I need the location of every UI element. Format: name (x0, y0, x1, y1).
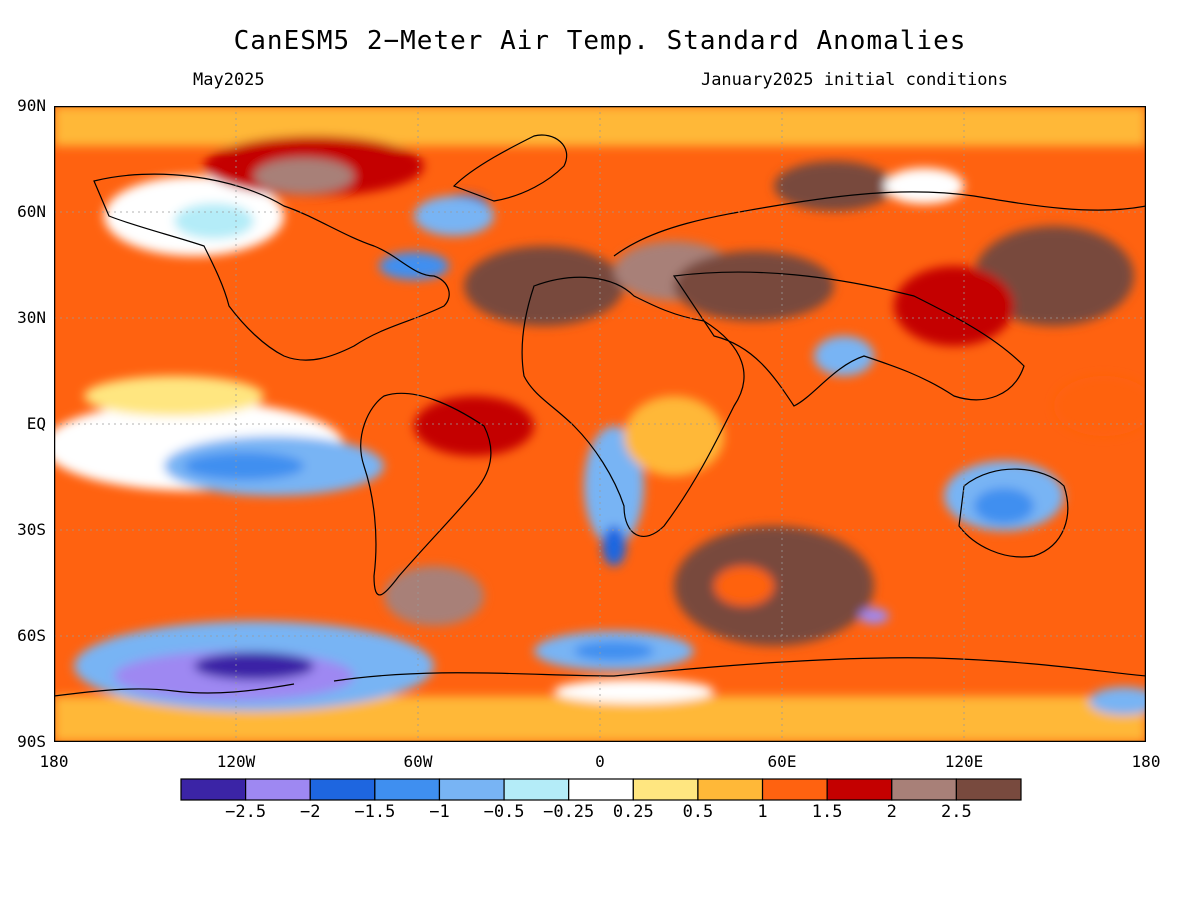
lat-label-90n: 90N (17, 96, 46, 115)
colorbar-swatch (826, 778, 893, 801)
colorbar-tick-label: 1 (757, 802, 768, 822)
colorbar-swatch (632, 778, 699, 801)
colorbar-tick-label: 0.25 (612, 802, 654, 822)
lon-label-60e: 60E (767, 752, 797, 771)
lon-label-180e: 180 (1131, 752, 1161, 771)
lat-label-90s: 90S (17, 732, 46, 751)
lat-label-60n: 60N (17, 202, 46, 221)
colorbar-swatch (955, 778, 1022, 801)
colorbar-tick-label: −2 (299, 802, 321, 822)
colorbar-swatch (180, 778, 247, 801)
lon-label-120e: 120E (944, 752, 984, 771)
anomaly-map (54, 106, 1146, 742)
colorbar-tick-label: 1.5 (811, 802, 843, 822)
colorbar-swatch (309, 778, 376, 801)
colorbar-swatch (761, 778, 828, 801)
colorbar-tick-label: −2.5 (225, 802, 267, 822)
lon-label-0: 0 (595, 752, 605, 771)
colorbar-swatch (503, 778, 570, 801)
lat-label-60s: 60S (17, 626, 46, 645)
colorbar (180, 778, 1022, 801)
colorbar-tick-label: 2.5 (941, 802, 972, 822)
valid-month-label: May2025 (193, 70, 265, 90)
graticule (54, 106, 1146, 742)
lon-label-60w: 60W (403, 752, 433, 771)
colorbar-swatch (374, 778, 441, 801)
colorbar-tick-label: −1.5 (354, 802, 396, 822)
colorbar-tick-label: −1 (429, 802, 450, 822)
colorbar-tick-label: 0.5 (682, 802, 714, 822)
init-conditions-label: January2025 initial conditions (700, 70, 1008, 90)
colorbar-swatch (245, 778, 311, 801)
map-frame (54, 106, 1146, 742)
colorbar-swatch (438, 778, 505, 801)
colorbar-tick-label: 2 (886, 802, 897, 822)
colorbar-swatch (568, 778, 634, 801)
lat-label-30s: 30S (17, 520, 46, 539)
lat-label-eq: EQ (26, 414, 46, 433)
colorbar-swatch (697, 778, 764, 801)
lon-label-180w: 180 (39, 752, 69, 771)
lat-label-30n: 30N (17, 308, 46, 327)
map-title: CanESM5 2−Meter Air Temp. Standard Anoma… (233, 26, 967, 56)
colorbar-tick-label: −0.25 (543, 802, 595, 822)
lon-label-120w: 120W (216, 752, 256, 771)
colorbar-swatch (891, 778, 957, 801)
colorbar-tick-label: −0.5 (483, 802, 525, 822)
